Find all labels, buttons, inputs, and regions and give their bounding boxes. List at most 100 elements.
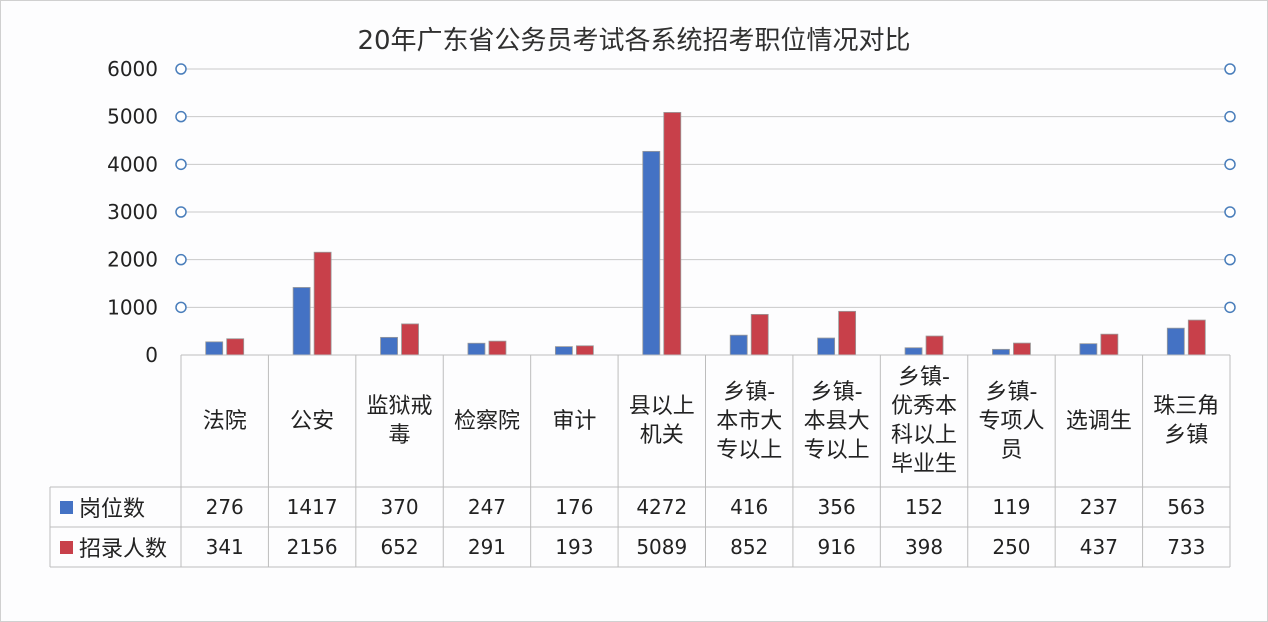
x-category-label: 法院	[181, 355, 268, 487]
data-table-cell: 652	[380, 535, 419, 559]
data-table-cell: 247	[467, 495, 507, 519]
legend-entry: 招录人数	[52, 527, 167, 567]
left-axis-handle[interactable]	[175, 158, 187, 171]
bar-positions	[554, 346, 573, 356]
data-table-cell: 370	[380, 495, 419, 519]
category-label-line: 本市大	[716, 408, 783, 434]
bar-positions	[1166, 327, 1185, 356]
y-tick-label: 0	[145, 343, 158, 367]
category-label-line: 乡镇-	[985, 379, 1038, 405]
left-axis-handle[interactable]	[175, 206, 187, 218]
bar-positions	[1079, 343, 1098, 356]
category-label-line: 毕业生	[891, 452, 958, 477]
category-label-line: 监狱戒	[366, 394, 433, 419]
data-table-cell: 916	[817, 535, 856, 559]
category-label-line: 科以上	[891, 423, 958, 448]
bar-recruits	[313, 251, 332, 356]
bar-recruits	[401, 323, 419, 356]
category-label-line: 专项人	[978, 408, 1045, 434]
category-label-line: 珠三角	[1153, 394, 1220, 419]
data-table-cell: 341	[205, 535, 244, 559]
bar-positions	[817, 337, 836, 356]
bar-positions	[729, 334, 748, 356]
x-category-label: 珠三角 乡镇	[1143, 355, 1230, 487]
data-table-cell: 852	[730, 535, 769, 559]
data-table-cell: 5089	[636, 535, 688, 559]
bar-recruits	[838, 310, 857, 356]
x-category-label: 监狱戒毒	[356, 355, 443, 487]
category-label-line: 优秀本	[891, 394, 958, 419]
y-tick-label: 5000	[107, 105, 158, 129]
legend-swatch	[60, 540, 73, 554]
y-tick-label: 3000	[107, 200, 158, 224]
chart-title: 20年广东省公务员考试各系统招考职位情况对比	[357, 26, 911, 56]
y-tick-label: 6000	[107, 57, 158, 81]
bar-positions	[642, 150, 661, 356]
legend-swatch	[60, 500, 73, 514]
x-category-label: 公安	[268, 355, 355, 487]
right-axis-handle[interactable]	[1224, 253, 1236, 266]
category-label-line: 本县大	[803, 408, 870, 434]
data-table-cell: 237	[1079, 495, 1118, 519]
category-label-line: 乡镇-	[723, 379, 776, 405]
data-table-cell: 1417	[286, 495, 338, 519]
category-label-line: 检察院	[453, 408, 520, 434]
data-table-cell: 276	[205, 495, 244, 519]
bar-positions	[380, 336, 398, 356]
bar-recruits	[663, 112, 682, 356]
category-label-line: 机关	[639, 423, 684, 448]
data-table-cell: 4272	[636, 495, 688, 519]
x-category-label: 县以上 机关	[618, 355, 705, 487]
left-axis-handle[interactable]	[175, 63, 187, 75]
bar-recruits	[750, 313, 769, 356]
right-axis-handle[interactable]	[1224, 301, 1236, 314]
data-table-cell: 733	[1167, 535, 1206, 559]
y-tick-label: 2000	[107, 248, 158, 272]
data-table-cell: 2156	[286, 535, 338, 559]
bar-recruits	[1187, 319, 1206, 356]
bar-recruits	[226, 338, 245, 356]
category-label-line: 选调生	[1065, 408, 1132, 434]
category-label-line: 乡镇-	[898, 365, 950, 390]
data-table-cell: 250	[992, 535, 1031, 559]
bar-recruits	[925, 335, 944, 356]
data-table-cell: 563	[1167, 495, 1206, 519]
category-label-line: 员	[1000, 437, 1023, 463]
right-axis-handle[interactable]	[1224, 63, 1236, 75]
legend-entry: 岗位数	[52, 487, 145, 527]
data-table-cell: 176	[555, 495, 594, 519]
bar-positions	[292, 287, 311, 356]
category-label-line: 乡镇-	[810, 379, 863, 405]
data-table-cell: 119	[992, 495, 1031, 519]
x-category-label: 审计	[531, 355, 618, 487]
bar-recruits	[488, 340, 507, 356]
bar-positions	[205, 341, 224, 356]
data-table-cell: 291	[467, 535, 507, 559]
category-label-line: 毒	[388, 423, 411, 448]
bar-recruits	[1100, 333, 1119, 356]
legend-label: 招录人数	[79, 537, 168, 562]
right-axis-handle[interactable]	[1224, 110, 1236, 123]
right-axis-handle[interactable]	[1224, 158, 1236, 171]
left-axis-handle[interactable]	[175, 110, 187, 123]
y-tick-label: 1000	[107, 295, 158, 319]
left-axis-handle[interactable]	[175, 301, 187, 314]
legend-label: 岗位数	[79, 497, 146, 522]
x-category-label: 乡镇- 本市大 专以上	[706, 355, 793, 487]
bar-recruits	[575, 345, 594, 356]
bar-positions	[467, 342, 486, 356]
data-table-cell: 356	[817, 495, 856, 519]
x-category-label: 检察院	[443, 355, 530, 487]
x-category-label: 选调生	[1055, 355, 1142, 487]
category-label-line: 乡镇	[1164, 423, 1209, 448]
data-table-cell: 416	[730, 495, 769, 519]
right-axis-handle[interactable]	[1224, 206, 1236, 218]
left-axis-handle[interactable]	[175, 253, 187, 266]
category-label-line: 专以上	[803, 437, 870, 463]
y-tick-label: 4000	[107, 152, 158, 176]
data-table-cell: 437	[1079, 535, 1118, 559]
x-category-label: 乡镇- 专项人员	[968, 355, 1055, 487]
x-category-label: 乡镇- 优秀本科以上毕业生	[880, 355, 967, 487]
category-label-line: 县以上	[628, 394, 695, 419]
